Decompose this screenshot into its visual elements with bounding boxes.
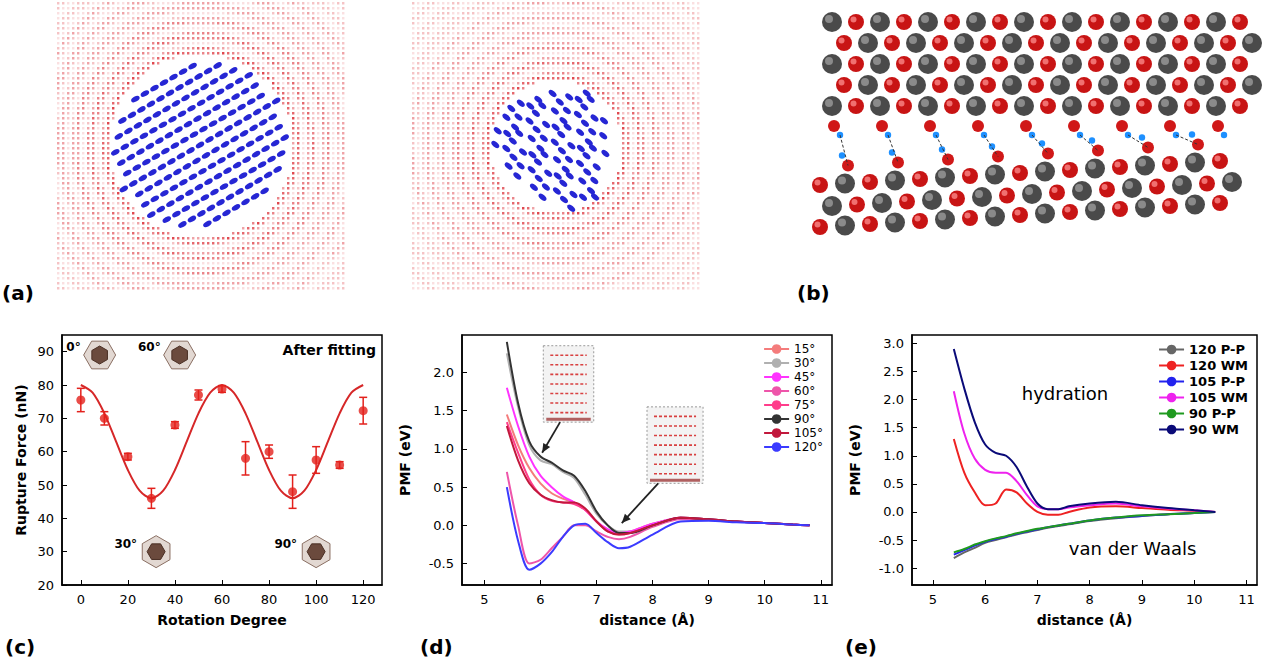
svg-text:Rupture Force (nN): Rupture Force (nN) [13, 384, 29, 535]
svg-text:75°: 75° [794, 398, 815, 412]
svg-text:1.5: 1.5 [883, 420, 904, 435]
svg-text:0: 0 [77, 592, 85, 607]
svg-text:0.0: 0.0 [883, 504, 904, 519]
svg-text:PMF (eV): PMF (eV) [847, 424, 863, 496]
svg-text:80: 80 [37, 378, 54, 393]
svg-text:10: 10 [756, 592, 773, 607]
svg-text:(c): (c) [5, 635, 35, 659]
svg-text:PMF (eV): PMF (eV) [397, 424, 413, 496]
svg-text:120: 120 [351, 592, 376, 607]
svg-text:7: 7 [1033, 592, 1041, 607]
svg-text:van der Waals: van der Waals [1069, 538, 1197, 559]
svg-text:100: 100 [304, 592, 329, 607]
svg-text:-0.5: -0.5 [879, 533, 904, 548]
svg-text:0.5: 0.5 [433, 480, 454, 495]
svg-text:120 P-P: 120 P-P [1189, 342, 1245, 357]
svg-text:11: 11 [1238, 592, 1255, 607]
svg-text:2.5: 2.5 [883, 364, 904, 379]
svg-text:9: 9 [705, 592, 713, 607]
svg-text:distance (Å): distance (Å) [599, 612, 695, 628]
svg-text:60: 60 [37, 444, 54, 459]
svg-text:(e): (e) [845, 635, 877, 659]
svg-text:(d): (d) [420, 635, 453, 659]
svg-text:0°: 0° [66, 340, 80, 354]
svg-text:90 WM: 90 WM [1189, 422, 1239, 437]
svg-text:6: 6 [536, 592, 544, 607]
svg-text:90 P-P: 90 P-P [1189, 406, 1236, 421]
svg-text:45°: 45° [794, 370, 815, 384]
svg-text:30°: 30° [114, 537, 137, 551]
svg-text:50: 50 [37, 478, 54, 493]
svg-text:120 WM: 120 WM [1189, 358, 1248, 373]
svg-text:0.0: 0.0 [433, 518, 454, 533]
svg-text:105°: 105° [794, 426, 823, 440]
svg-text:120°: 120° [794, 440, 823, 454]
svg-text:80: 80 [261, 592, 278, 607]
svg-text:20: 20 [120, 592, 137, 607]
svg-text:3.0: 3.0 [883, 336, 904, 351]
svg-text:-1.0: -1.0 [879, 561, 904, 576]
svg-text:(a): (a) [2, 281, 34, 305]
svg-text:(b): (b) [797, 281, 830, 305]
svg-text:8: 8 [648, 592, 656, 607]
svg-text:6: 6 [981, 592, 989, 607]
svg-text:30: 30 [37, 544, 54, 559]
svg-text:15°: 15° [794, 342, 815, 356]
svg-text:hydration: hydration [1022, 383, 1108, 404]
svg-text:7: 7 [592, 592, 600, 607]
svg-text:105 P-P: 105 P-P [1189, 374, 1245, 389]
svg-text:9: 9 [1138, 592, 1146, 607]
svg-text:2.0: 2.0 [883, 392, 904, 407]
svg-text:11: 11 [813, 592, 830, 607]
svg-text:10: 10 [1186, 592, 1203, 607]
svg-text:-0.5: -0.5 [429, 556, 454, 571]
svg-text:5: 5 [480, 592, 488, 607]
svg-text:30°: 30° [794, 356, 815, 370]
svg-text:1.5: 1.5 [433, 403, 454, 418]
svg-text:70: 70 [37, 411, 54, 426]
svg-text:Rotation Degree: Rotation Degree [157, 612, 287, 628]
svg-text:90°: 90° [274, 537, 297, 551]
svg-text:1.0: 1.0 [883, 448, 904, 463]
svg-text:distance (Å): distance (Å) [1037, 612, 1133, 628]
svg-text:60: 60 [214, 592, 231, 607]
svg-text:40: 40 [37, 511, 54, 526]
svg-text:60°: 60° [138, 340, 161, 354]
svg-text:60°: 60° [794, 384, 815, 398]
svg-text:105 WM: 105 WM [1189, 390, 1248, 405]
svg-text:2.0: 2.0 [433, 365, 454, 380]
svg-text:40: 40 [167, 592, 184, 607]
svg-text:After fitting: After fitting [283, 342, 376, 358]
svg-text:20: 20 [37, 578, 54, 593]
svg-text:1.0: 1.0 [433, 441, 454, 456]
svg-text:0.5: 0.5 [883, 476, 904, 491]
svg-text:8: 8 [1086, 592, 1094, 607]
svg-text:90: 90 [37, 344, 54, 359]
svg-text:5: 5 [929, 592, 937, 607]
svg-text:90°: 90° [794, 412, 815, 426]
